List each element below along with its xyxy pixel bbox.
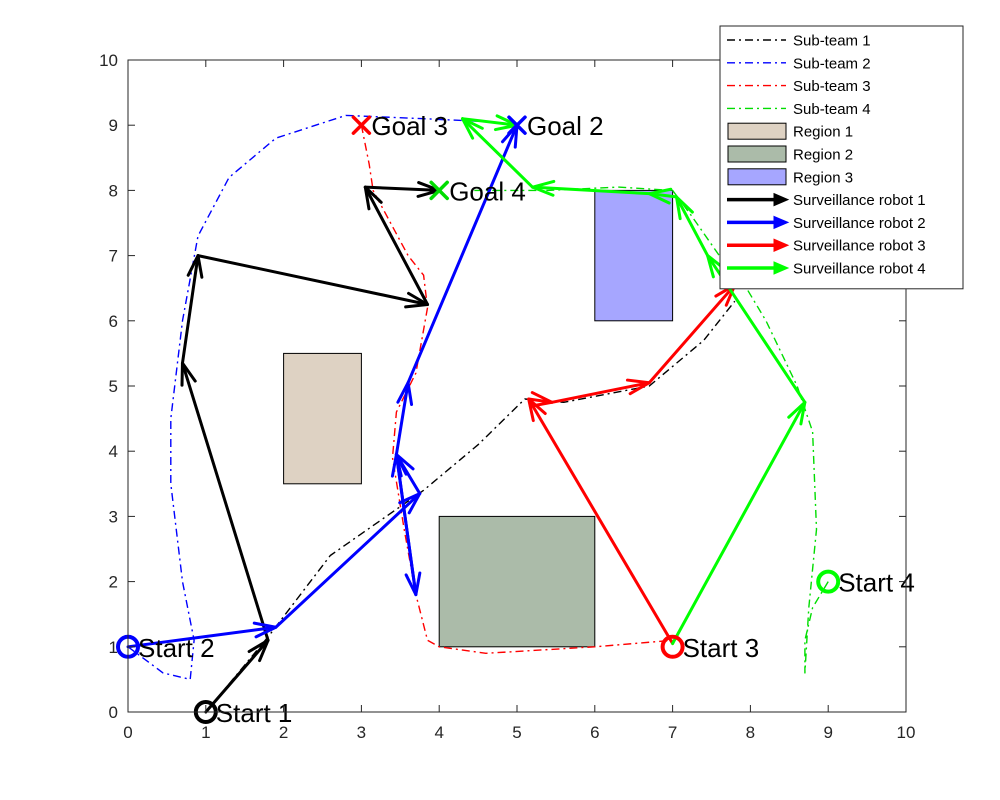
legend-swatch — [727, 168, 787, 186]
markers-layer: Start 1 Start 2 Start 3 Start 4 Goal 3 Goal 2… — [116, 111, 915, 728]
x-stroke — [351, 115, 372, 135]
x-stroke — [429, 180, 449, 201]
y-tick-label: 1 — [109, 638, 118, 657]
legend-entry-sub-team-1: Sub-team 1 — [727, 33, 871, 50]
arrow-shaft — [126, 625, 278, 649]
goal-4-marker — [429, 180, 449, 201]
legend-entry-surveillance-robot-3: Surveillance robot 3 — [727, 238, 926, 255]
arrow-shaft — [274, 492, 422, 629]
arrow-shaft — [204, 638, 270, 714]
sub-team-1-path — [205, 300, 736, 713]
y-tick-label: 10 — [99, 51, 118, 70]
legend-label: Region 2 — [793, 147, 853, 164]
x-tick-label: 9 — [823, 723, 832, 742]
legend-label: Region 1 — [793, 124, 853, 141]
legend-entry-sub-team-2: Sub-team 2 — [727, 55, 871, 72]
legend-entry-region-2: Region 2 — [727, 145, 853, 164]
goal-3-marker — [351, 115, 372, 135]
y-tick-label: 2 — [109, 573, 118, 592]
x-tick-label: 6 — [590, 723, 599, 742]
region-2-rect — [438, 515, 596, 648]
y-tick-label: 4 — [109, 442, 118, 461]
arrow-shaft — [406, 123, 519, 385]
y-tick-label: 7 — [109, 247, 118, 266]
x-tick-label: 3 — [357, 723, 366, 742]
x-tick-label: 4 — [434, 723, 443, 742]
arrow-shaft — [394, 381, 410, 456]
legend-entry-surveillance-robot-4: Surveillance robot 4 — [727, 261, 926, 278]
legend-entry-sub-team-4: Sub-team 4 — [727, 101, 871, 118]
sub-team-2-path — [127, 114, 494, 681]
arrow-shaft — [363, 185, 441, 192]
legend-swatch-head — [773, 192, 790, 207]
sub-team-3-path — [360, 125, 673, 654]
legend-entry-surveillance-robot-1: Surveillance robot 1 — [727, 192, 926, 209]
arrow-shaft — [527, 397, 675, 646]
legend-label: Sub-team 3 — [793, 78, 871, 95]
goal-2-marker — [507, 115, 527, 135]
x-tick-label: 10 — [897, 723, 916, 742]
x-tick-label: 1 — [201, 723, 210, 742]
legend-entry-region-1: Region 1 — [727, 122, 853, 141]
arrow-shaft — [180, 361, 270, 642]
legend-label: Sub-team 4 — [793, 101, 871, 118]
legend-swatch-head — [773, 215, 790, 230]
legend-label: Surveillance robot 3 — [793, 238, 926, 255]
y-tick-label: 5 — [109, 377, 118, 396]
legend-swatch — [727, 145, 787, 163]
arrow-shaft — [671, 400, 807, 646]
goal-3-label: Goal 3 — [371, 111, 448, 141]
start-1-label: Start 1 — [216, 698, 293, 728]
y-tick-label: 0 — [109, 703, 118, 722]
legend-label: Surveillance robot 4 — [793, 261, 926, 278]
arrow-shaft — [647, 283, 737, 385]
robot-arrows-layer — [126, 114, 807, 714]
x-tick-label: 0 — [123, 723, 132, 742]
legend-label: Surveillance robot 2 — [793, 215, 926, 232]
regions-layer — [283, 189, 674, 648]
y-tick-label: 8 — [109, 181, 118, 200]
legend-entry-region-3: Region 3 — [727, 168, 853, 186]
legend-entry-sub-team-3: Sub-team 3 — [727, 78, 871, 95]
legend-swatch — [727, 122, 787, 140]
x-tick-label: 7 — [668, 723, 677, 742]
arrow-shaft — [531, 185, 651, 196]
start-4-label: Start 4 — [838, 568, 915, 598]
arrow-shaft — [674, 195, 710, 258]
goal-2-label: Goal 2 — [527, 111, 604, 141]
x-tick-label: 8 — [746, 723, 755, 742]
legend-label: Surveillance robot 1 — [793, 192, 926, 209]
legend: Sub-team 1 Sub-team 2 Sub-team 3 Sub-team 4… — [719, 25, 964, 290]
arrow-shaft — [196, 254, 430, 306]
legend-swatch-head — [773, 238, 790, 252]
y-tick-label: 3 — [109, 507, 118, 526]
legend-swatch-head — [773, 261, 790, 275]
arrow-shaft — [394, 452, 418, 597]
start-3-label: Start 3 — [683, 633, 760, 663]
arrow-shaft — [550, 381, 651, 404]
subteam-paths-layer — [127, 114, 829, 713]
legend-label: Region 3 — [793, 169, 853, 186]
arrow-shaft — [461, 117, 535, 189]
legend-label: Sub-team 1 — [793, 33, 871, 50]
y-tick-label: 6 — [109, 312, 118, 331]
start-2-label: Start 2 — [138, 633, 215, 663]
start-4-marker — [816, 569, 841, 594]
x-tick-label: 5 — [512, 723, 521, 742]
arrow-shaft — [363, 185, 430, 306]
arrow-shaft — [180, 254, 200, 365]
region-3-rect — [594, 189, 674, 322]
legend-entry-surveillance-robot-2: Surveillance robot 2 — [727, 215, 926, 232]
arrow-shaft — [461, 117, 519, 127]
x-tick-label: 2 — [279, 723, 288, 742]
x-stroke — [507, 115, 527, 135]
start-3-marker — [660, 634, 685, 659]
y-tick-label: 9 — [109, 116, 118, 135]
region-1-rect — [283, 352, 362, 485]
legend-label: Sub-team 2 — [793, 55, 871, 72]
goal-4-label: Goal 4 — [449, 176, 526, 206]
